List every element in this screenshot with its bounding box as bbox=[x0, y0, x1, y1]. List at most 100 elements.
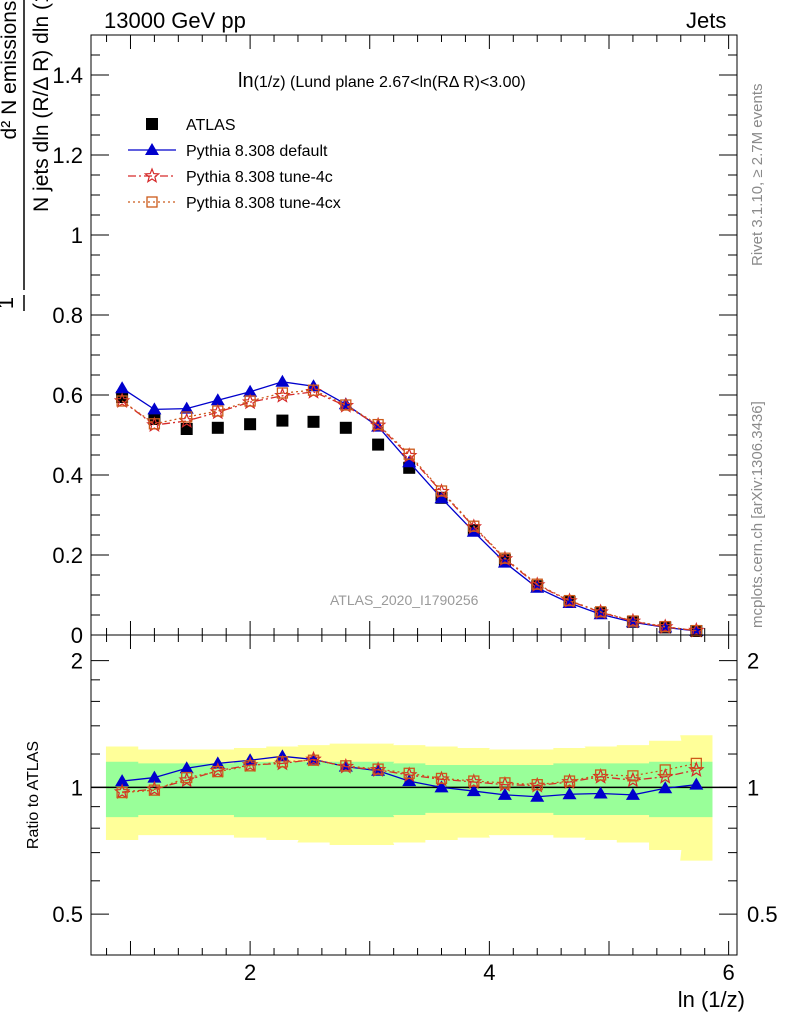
ratio-point bbox=[468, 775, 480, 787]
watermark: ATLAS_2020_I1790256 bbox=[330, 592, 479, 608]
data-point bbox=[243, 384, 258, 397]
ratio-point bbox=[659, 764, 671, 776]
data-point bbox=[275, 374, 290, 387]
data-point bbox=[276, 414, 289, 427]
y-tick-label: 0.2 bbox=[52, 543, 83, 568]
x-tick-label: 4 bbox=[483, 960, 495, 985]
ratio-point bbox=[627, 770, 639, 782]
data-point bbox=[372, 438, 385, 451]
y-tick-label: 0.8 bbox=[52, 303, 83, 328]
header-left: 13000 GeV pp bbox=[104, 8, 246, 33]
data-point bbox=[531, 578, 543, 590]
y-tick-label: 0.4 bbox=[52, 463, 83, 488]
data-point bbox=[435, 485, 448, 497]
ratio-point bbox=[402, 774, 417, 787]
data-point bbox=[148, 418, 161, 430]
series-3 bbox=[116, 384, 702, 637]
data-point bbox=[403, 448, 415, 460]
ratio-point bbox=[531, 778, 543, 791]
ratio-line bbox=[122, 758, 697, 793]
ratio-point bbox=[307, 754, 320, 766]
data-point bbox=[659, 620, 671, 633]
ratio-point bbox=[658, 781, 673, 794]
legend-marker bbox=[146, 196, 158, 208]
data-point bbox=[402, 455, 417, 468]
chart-labels: ln(1/z) (Lund plane 2.67<ln(RΔ R)<3.00) … bbox=[238, 70, 766, 628]
ratio-point bbox=[563, 775, 576, 787]
ratio-point bbox=[625, 787, 640, 800]
ratio-point bbox=[372, 763, 384, 775]
y-axis-label-bottom: N jets dln (R/Δ R) dln (1/z) bbox=[30, 0, 53, 212]
y-tick-label: 1.4 bbox=[52, 63, 83, 88]
side-mcplots-label: mcplots.cern.ch [arXiv:1306.3436] bbox=[749, 401, 766, 628]
data-point bbox=[563, 594, 576, 607]
data-point bbox=[627, 615, 639, 627]
ratio-line bbox=[122, 759, 697, 794]
ratio-tick-label-right: 0.5 bbox=[747, 902, 778, 927]
legend-entry: Pythia 8.308 tune-4cx bbox=[186, 195, 341, 212]
ratio-point bbox=[179, 761, 194, 774]
y-axis-label-one: 1 bbox=[0, 297, 18, 309]
ratio-point bbox=[244, 760, 256, 772]
ratio-point bbox=[340, 760, 352, 772]
x-tick-label: 6 bbox=[723, 960, 735, 985]
data-point bbox=[499, 552, 511, 564]
y-tick-label: 0.6 bbox=[52, 383, 83, 408]
ratio-point bbox=[435, 772, 448, 785]
data-point bbox=[116, 395, 128, 407]
ratio-point bbox=[499, 777, 511, 789]
ratio-series-2 bbox=[116, 754, 702, 799]
data-point bbox=[434, 491, 449, 504]
data-point bbox=[307, 415, 320, 428]
ratio-point bbox=[276, 756, 289, 768]
main-panel: 0 0.2 0.4 0.6 0.8 1 1.2 1.4 d² N emissions N jets… bbox=[0, 0, 738, 955]
ratio-point bbox=[115, 774, 130, 787]
ratio-point bbox=[593, 786, 608, 799]
ratio-panel: 2 4 6ln (1/z) 0.5 0.5 1 1 2 2 Ratio to ATLAS bbox=[25, 634, 778, 1012]
ratio-point bbox=[690, 757, 702, 770]
ratio-point bbox=[403, 767, 415, 779]
data-point bbox=[468, 520, 480, 532]
legend-marker bbox=[145, 143, 159, 155]
y-tick-label: 1 bbox=[71, 223, 83, 248]
data-point bbox=[276, 387, 289, 399]
data-point bbox=[211, 421, 224, 434]
y-axis-label-top: d² N emissions bbox=[0, 1, 21, 140]
data-point bbox=[179, 401, 194, 414]
x-tick-label: 2 bbox=[244, 960, 256, 985]
ratio-point bbox=[212, 765, 224, 778]
series-line bbox=[121, 389, 697, 632]
header-right: Jets bbox=[686, 8, 727, 33]
ratio-tick-label-right: 1 bbox=[747, 775, 759, 800]
ratio-point bbox=[466, 784, 481, 797]
ratio-point bbox=[116, 786, 128, 799]
data-point bbox=[594, 606, 607, 618]
x-axis-label: ln (1/z) bbox=[678, 987, 745, 1012]
ratio-point bbox=[594, 769, 607, 781]
ratio-point bbox=[689, 777, 704, 790]
uncertainty-band-inner bbox=[105, 761, 713, 818]
ratio-point bbox=[434, 780, 449, 793]
legend-entry: Pythia 8.308 default bbox=[186, 143, 328, 160]
ratio-y-axis-label: Ratio to ATLAS bbox=[25, 741, 42, 849]
ratio-point bbox=[562, 787, 577, 800]
ratio-point bbox=[497, 787, 512, 800]
ratio-tick-label-left: 2 bbox=[71, 649, 83, 674]
data-point bbox=[181, 411, 193, 423]
data-point bbox=[339, 421, 352, 434]
data-point bbox=[116, 391, 129, 403]
data-point bbox=[210, 393, 225, 406]
data-point bbox=[307, 384, 320, 396]
ratio-point bbox=[530, 789, 545, 802]
data-point bbox=[244, 418, 257, 431]
legend-entry: ATLAS bbox=[186, 117, 236, 134]
data-point bbox=[340, 399, 352, 411]
side-rivet-label: Rivet 3.1.10, ≥ 2.7M events bbox=[749, 84, 766, 267]
y-axis-label: d² N emissions N jets dln (R/Δ R) dln (1/… bbox=[0, 0, 53, 311]
plot-title: ln(1/z) (Lund plane 2.67<ln(RΔ R)<3.00) bbox=[238, 70, 526, 92]
legend-marker bbox=[146, 118, 158, 130]
data-point bbox=[372, 418, 384, 431]
ratio-frame bbox=[90, 634, 738, 956]
legend: ATLAS Pythia 8.308 default Pythia 8.308 tu… bbox=[128, 117, 341, 212]
